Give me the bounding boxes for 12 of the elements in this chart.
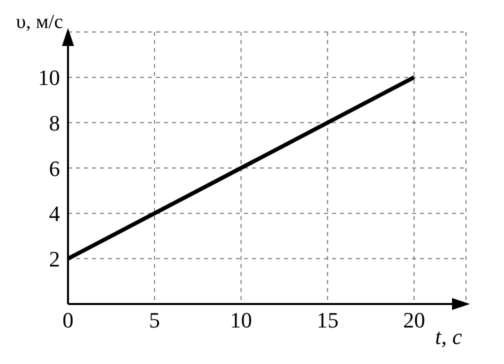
x-tick-label: 15: [316, 308, 339, 333]
y-tick-label: 8: [49, 110, 60, 136]
y-tick-label: 10: [38, 65, 60, 90]
y-axis-title: υ, м/с: [16, 11, 64, 33]
y-tick-label: 4: [49, 201, 60, 226]
x-tick-label: 10: [230, 308, 252, 333]
y-tick-label: 6: [49, 156, 60, 181]
y-tick-label: 2: [49, 246, 60, 272]
x-tick-label: 0: [62, 308, 74, 333]
x-tick-label: 20: [403, 308, 426, 333]
x-axis-title: t, с: [435, 324, 462, 349]
x-tick-label: 5: [149, 308, 160, 333]
